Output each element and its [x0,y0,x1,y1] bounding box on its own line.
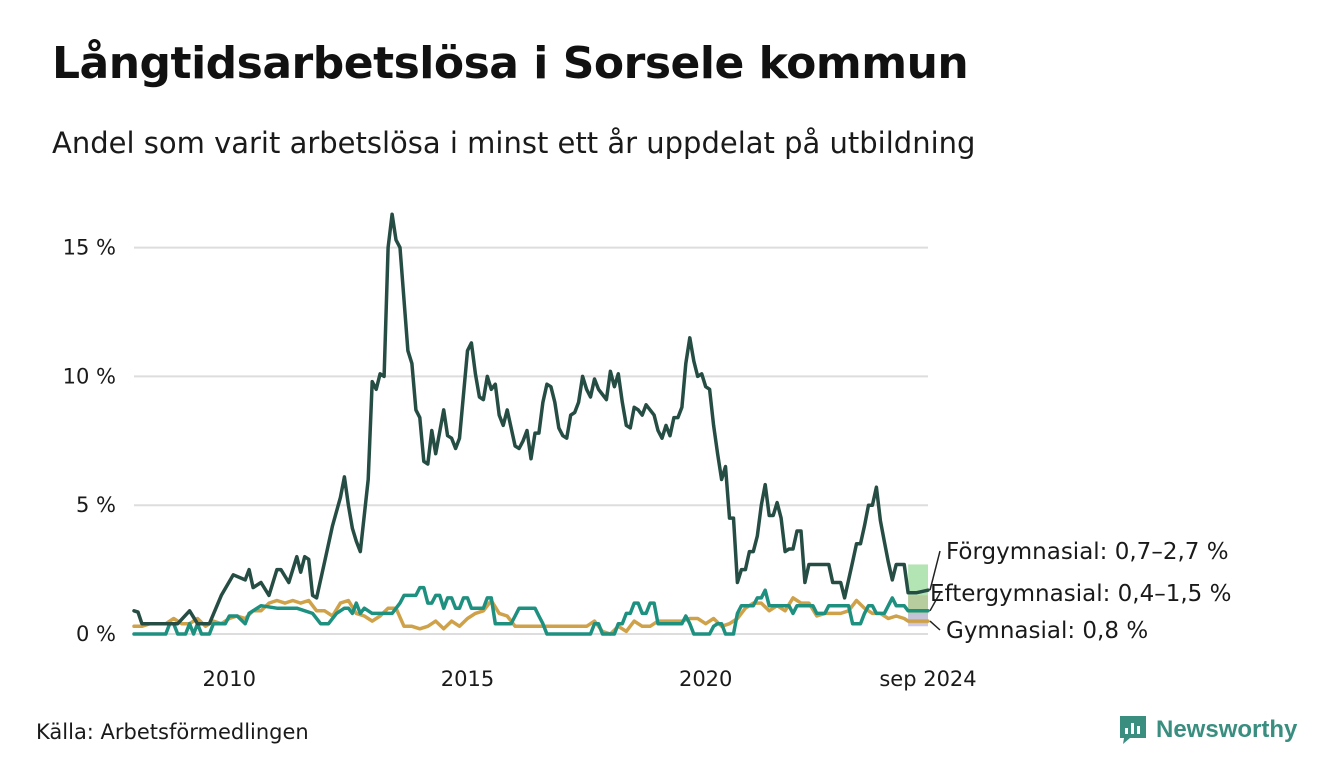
newsworthy-logo-icon [1120,716,1146,744]
series-line [132,585,930,636]
x-tick-label: 2015 [441,667,494,691]
x-tick-label: sep 2024 [879,667,976,691]
x-tick-label: 2010 [203,667,256,691]
y-tick-label: 0 % [76,622,116,646]
chart-subtitle: Andel som varit arbetslösa i minst ett å… [52,126,976,160]
newsworthy-logo: Newsworthy [1118,714,1297,746]
series-annotation: Eftergymnasial: 0,4–1,5 % [930,581,1231,607]
y-tick-label: 15 % [63,236,116,260]
chart-title: Långtidsarbetslösa i Sorsele kommun [52,38,969,89]
series-line [132,212,930,626]
series-annotation: Förgymnasial: 0,7–2,7 % [946,539,1229,565]
series-line [132,596,930,636]
line-chart: 0 % 5 % 10 % 15 % 2010 2015 2020 sep 2024 Förgym… [63,212,1231,691]
source-note: Källa: Arbetsförmedlingen [36,720,309,744]
y-tick-label: 10 % [63,364,116,388]
annotation-leader [929,550,941,591]
newsworthy-wordmark: Newsworthy [1156,716,1298,743]
x-tick-label: 2020 [679,667,732,691]
series-annotation: Gymnasial: 0,8 % [946,618,1148,644]
y-tick-label: 5 % [76,493,116,517]
annotation-leader [929,592,941,612]
annotation-leader [929,620,941,631]
